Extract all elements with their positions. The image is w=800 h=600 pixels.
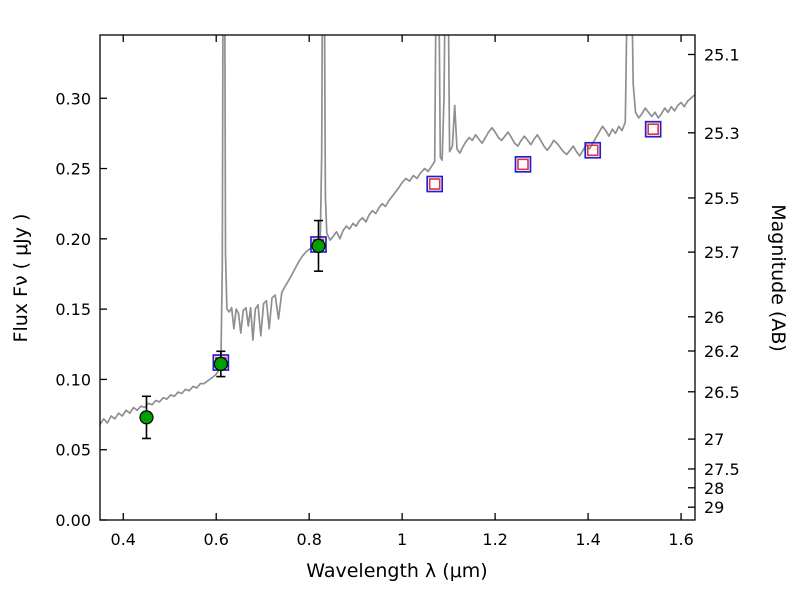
y-tick-label-left: 0.10	[55, 370, 91, 389]
model-marker-outer-square	[584, 141, 602, 159]
y-tick-label-left: 0.15	[55, 300, 91, 319]
model-marker	[644, 120, 662, 138]
y-tick-label-left: 0.20	[55, 230, 91, 249]
model-marker-outer-square	[514, 155, 532, 173]
model-marker-inner-square	[517, 158, 529, 171]
observed-photometry-layer	[139, 219, 326, 440]
model-marker-outer-square	[426, 175, 444, 193]
axes-frame	[99, 34, 696, 521]
y-tick-label-right: 26.5	[704, 383, 740, 402]
y-tick-label-right: 25.5	[704, 189, 740, 208]
model-marker-inner-square	[586, 144, 599, 157]
x-tick-label: 0.8	[296, 530, 321, 549]
x-tick-label: 1.2	[482, 530, 507, 549]
plot-area	[100, 35, 695, 520]
model-marker-outer-square	[644, 120, 662, 138]
y-tick-label-right: 28	[704, 479, 724, 498]
x-tick-label: 0.6	[203, 530, 228, 549]
y-tick-label-left: 0.25	[55, 160, 91, 179]
y-tick-label-right: 25.1	[704, 45, 740, 64]
x-tick-label: 1.6	[668, 530, 693, 549]
y-tick-label-right: 27.5	[704, 460, 740, 479]
y-tick-label-right: 26	[704, 308, 724, 327]
observed-circle	[311, 238, 326, 253]
y-tick-label-left: 0.00	[55, 511, 91, 530]
axes-layer	[99, 34, 696, 521]
x-tick-label: 1	[397, 530, 407, 549]
model-marker	[514, 155, 532, 173]
y-axis-label-right: Magnitude (AB)	[767, 204, 789, 352]
observed-circle	[139, 410, 154, 425]
y-axis-ticks-left: 0.00 0.05 0.10 0.15 0.20 0.25 0.30	[55, 89, 107, 530]
x-tick-label: 0.4	[111, 530, 136, 549]
y-tick-label-right: 25.3	[704, 124, 740, 143]
y-tick-label-left: 0.05	[55, 441, 91, 460]
model-marker	[584, 141, 602, 159]
x-tick-label: 1.4	[575, 530, 600, 549]
y-tick-label-right: 26.2	[704, 342, 740, 361]
y-tick-label-right: 27	[704, 430, 724, 449]
x-axis-ticks: 0.4 0.6 0.8 1 1.2 1.4 1.6	[111, 35, 694, 549]
observed-circle	[213, 356, 228, 372]
x-axis-label: Wavelength λ (μm)	[306, 560, 487, 582]
observed-marker	[311, 219, 326, 272]
model-marker-inner-square	[428, 178, 441, 190]
y-tick-label-right: 25.7	[704, 243, 740, 262]
y-tick-label-left: 0.30	[55, 89, 91, 108]
observed-marker	[139, 395, 154, 440]
y-axis-label-left: Flux Fν ( μJy )	[10, 214, 32, 343]
model-marker-inner-square	[647, 123, 659, 135]
observed-marker	[213, 350, 228, 378]
model-marker	[426, 175, 444, 193]
y-tick-label-right: 29	[704, 498, 724, 517]
